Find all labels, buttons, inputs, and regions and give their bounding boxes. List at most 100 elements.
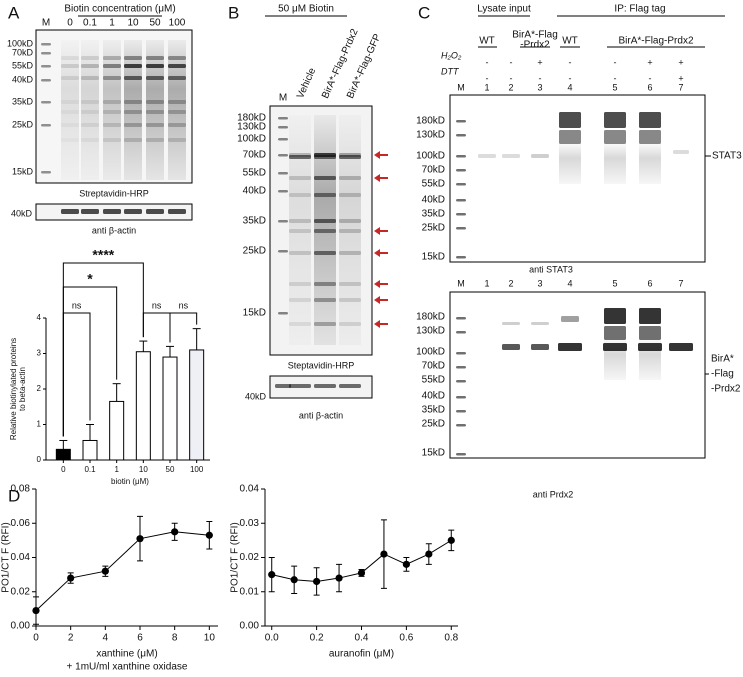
blot-smear: [61, 40, 79, 180]
treatment-sign: -: [510, 57, 513, 67]
lane-label: 2: [508, 278, 513, 288]
blot-band: [103, 123, 121, 127]
blot-band: [289, 155, 311, 159]
blot-band: [478, 154, 496, 158]
blot-caption: anti STAT3: [529, 264, 573, 274]
size-marker: 70kD: [243, 150, 266, 161]
arrow-head: [374, 296, 380, 304]
blot-band: [81, 100, 99, 104]
genotype-label: WT: [562, 36, 578, 47]
blot-band: [456, 352, 466, 355]
blot-band: [639, 326, 661, 340]
bar: [135, 351, 151, 461]
size-marker: 15kD: [243, 308, 266, 319]
blot-band: [124, 123, 142, 127]
blot-smear: [81, 40, 99, 180]
target-label: BirA*: [711, 354, 734, 365]
significance-bracket: [142, 312, 171, 343]
blot-band: [278, 126, 288, 129]
blot-band: [41, 101, 51, 104]
blot-band: [278, 154, 288, 157]
blot-band: [604, 130, 626, 144]
blot-band: [502, 154, 520, 158]
data-point: [447, 536, 455, 544]
blot-band: [339, 282, 361, 286]
size-marker: 130kD: [237, 122, 266, 133]
size-marker: 25kD: [243, 246, 266, 257]
treatment-label: DTT: [441, 66, 460, 76]
blot-band: [168, 123, 186, 127]
blot-band: [168, 110, 186, 114]
blot-band: [168, 76, 186, 80]
blot-band: [146, 138, 164, 142]
x-axis-label: xanthine (μM): [96, 649, 157, 660]
blot-band: [146, 64, 164, 68]
lane-label: 5: [612, 82, 617, 92]
blot-c-bottom: [449, 291, 706, 459]
significance-label: *: [87, 271, 93, 287]
blot-band: [531, 344, 549, 350]
arrow-head: [374, 174, 380, 182]
blot-band: [638, 343, 662, 351]
x-tick-label: 8: [172, 633, 178, 644]
data-point: [313, 577, 321, 586]
blot-band: [558, 343, 582, 351]
blot-band: [103, 76, 121, 80]
blot-band: [314, 298, 336, 302]
blot-band: [339, 219, 361, 223]
x-axis-label: biotin (μM): [111, 477, 149, 486]
blot-band: [275, 384, 291, 388]
blot-band: [314, 219, 336, 223]
y-tick-label: 2: [37, 384, 42, 393]
blot-header: Biotin concentration (μM): [64, 4, 175, 15]
blot-band: [146, 100, 164, 104]
genotype-label: WT: [479, 36, 495, 47]
blot-band: [289, 219, 311, 223]
lane-label: M: [42, 18, 50, 29]
blot-band: [146, 56, 164, 60]
blot-band: [339, 322, 361, 326]
data-point: [335, 574, 343, 582]
blot-band: [456, 227, 466, 230]
panel-label: A: [8, 3, 20, 22]
blot-smear: [168, 40, 186, 180]
group-label: IP: Flag tag: [614, 4, 665, 15]
y-tick-label: 3: [37, 349, 42, 358]
size-marker: 130kD: [416, 130, 445, 141]
treatment-sign: -: [486, 57, 489, 67]
blot-smear: [289, 115, 311, 345]
blot-band: [61, 56, 79, 60]
blot-caption: anti β-actin: [299, 410, 343, 420]
blot-band: [278, 117, 288, 120]
size-marker: 55kD: [243, 168, 266, 179]
arrow-head: [374, 280, 380, 288]
y-axis-label: Relative biotinylated proteins: [9, 338, 18, 440]
x-tick-label: 0.6: [399, 633, 413, 644]
blot-band: [456, 317, 466, 320]
data-point: [380, 550, 388, 558]
blot-band: [339, 176, 361, 180]
blot-band: [289, 251, 311, 255]
blot-band: [456, 213, 466, 216]
blot-band: [278, 312, 288, 315]
significance-bracket: [169, 312, 198, 343]
blot-header: 50 μM Biotin: [278, 4, 334, 15]
blot-band: [124, 209, 142, 214]
blot-band: [289, 282, 311, 286]
size-marker: 25kD: [12, 119, 34, 129]
size-marker: 15kD: [12, 166, 34, 176]
blot-band: [103, 64, 121, 68]
size-marker: 40kD: [11, 208, 33, 218]
blot-band: [168, 100, 186, 104]
y-axis-label: to beta-actin: [18, 367, 27, 411]
size-marker: 100kD: [237, 134, 266, 145]
significance-bracket: [62, 312, 91, 437]
lane-label: 1: [484, 278, 489, 288]
data-point: [357, 569, 366, 577]
treatment-sign: -: [614, 57, 617, 67]
size-marker: 40kD: [12, 74, 34, 84]
genotype-label: -Prdx2: [520, 40, 550, 51]
data-point: [402, 560, 410, 568]
lane-label: M: [457, 278, 465, 288]
lane-label: 5: [612, 278, 617, 288]
